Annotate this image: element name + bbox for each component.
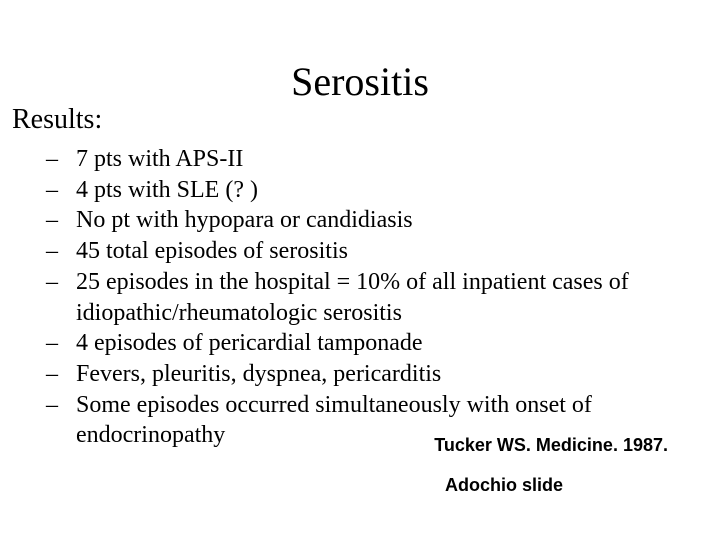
bullet-item: –No pt with hypopara or candidiasis [46, 205, 696, 236]
dash-icon: – [46, 205, 76, 236]
bullet-text: No pt with hypopara or candidiasis [76, 205, 696, 236]
dash-icon: – [46, 328, 76, 359]
bullet-item: –4 episodes of pericardial tamponade [46, 328, 696, 359]
citation-text: Tucker WS. Medicine. 1987. [434, 435, 668, 456]
bullet-item: –4 pts with SLE (? ) [46, 175, 696, 206]
bullet-text: 4 episodes of pericardial tamponade [76, 328, 696, 359]
bullet-text: 45 total episodes of serositis [76, 236, 696, 267]
bullet-text: 4 pts with SLE (? ) [76, 175, 696, 206]
bullet-text: Fevers, pleuritis, dyspnea, pericarditis [76, 359, 696, 390]
dash-icon: – [46, 267, 76, 298]
dash-icon: – [46, 144, 76, 175]
bullet-item: –7 pts with APS-II [46, 144, 696, 175]
bullet-item: –Fevers, pleuritis, dyspnea, pericarditi… [46, 359, 696, 390]
credit-text: Adochio slide [445, 475, 563, 496]
dash-icon: – [46, 359, 76, 390]
bullet-item: –45 total episodes of serositis [46, 236, 696, 267]
slide-title: Serositis [0, 58, 720, 105]
bullet-item: –25 episodes in the hospital = 10% of al… [46, 267, 696, 328]
bullet-text: 25 episodes in the hospital = 10% of all… [76, 267, 696, 328]
bullet-text: 7 pts with APS-II [76, 144, 696, 175]
results-label: Results: [12, 104, 102, 136]
dash-icon: – [46, 390, 76, 421]
dash-icon: – [46, 236, 76, 267]
dash-icon: – [46, 175, 76, 206]
bullet-list: –7 pts with APS-II–4 pts with SLE (? )–N… [46, 144, 696, 451]
